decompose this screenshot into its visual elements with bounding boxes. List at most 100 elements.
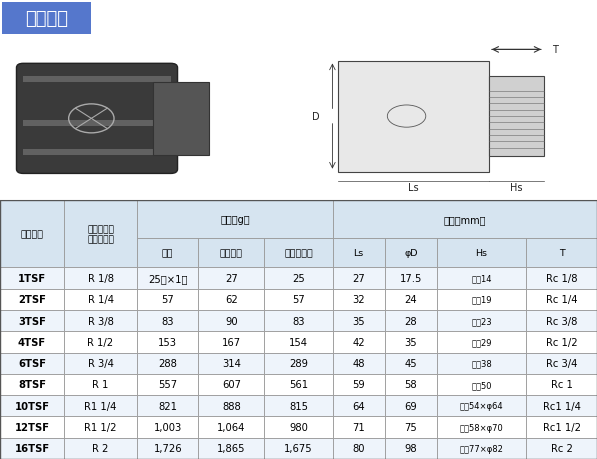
Text: 二靖58×φ70: 二靖58×φ70 xyxy=(460,423,503,431)
Text: 80: 80 xyxy=(352,443,365,453)
Text: Rc 1: Rc 1 xyxy=(550,380,573,390)
Text: R 2: R 2 xyxy=(93,443,109,453)
Bar xyxy=(333,238,385,268)
Bar xyxy=(264,374,333,395)
Bar xyxy=(137,374,198,395)
Text: 64: 64 xyxy=(352,401,365,411)
Bar xyxy=(0,438,64,459)
Text: φD: φD xyxy=(404,248,418,257)
Text: T: T xyxy=(559,248,564,257)
Bar xyxy=(333,201,597,238)
Text: TSF型 (おねじ取り付け用): TSF型 (おねじ取り付け用) xyxy=(98,10,255,28)
Bar xyxy=(385,289,437,310)
Bar xyxy=(526,331,597,353)
Bar xyxy=(137,353,198,374)
Bar xyxy=(23,77,171,83)
Bar xyxy=(333,331,385,353)
Text: R 3/4: R 3/4 xyxy=(88,358,113,369)
Bar xyxy=(437,416,526,438)
Text: 六角19: 六角19 xyxy=(471,295,492,304)
Bar xyxy=(137,438,198,459)
Bar xyxy=(333,416,385,438)
Bar xyxy=(333,310,385,331)
Bar xyxy=(137,289,198,310)
Bar xyxy=(0,374,64,395)
Text: T: T xyxy=(552,45,558,55)
Bar xyxy=(526,353,597,374)
Bar xyxy=(333,395,385,416)
Bar xyxy=(526,416,597,438)
FancyBboxPatch shape xyxy=(17,64,177,174)
Text: Rc1 1/2: Rc1 1/2 xyxy=(543,422,580,432)
Text: 815: 815 xyxy=(289,401,308,411)
Bar xyxy=(385,416,437,438)
Text: 75: 75 xyxy=(405,422,417,432)
Text: 二靖77×φ82: 二靖77×φ82 xyxy=(460,444,503,453)
Bar xyxy=(526,289,597,310)
Text: 557: 557 xyxy=(158,380,177,390)
Bar xyxy=(526,395,597,416)
Bar xyxy=(0,310,64,331)
Text: Rc 1/2: Rc 1/2 xyxy=(546,337,577,347)
Bar xyxy=(137,331,198,353)
Bar xyxy=(64,416,137,438)
Bar xyxy=(198,238,264,268)
Bar xyxy=(264,238,333,268)
Bar xyxy=(0,268,64,289)
Text: 3TSF: 3TSF xyxy=(18,316,46,326)
Bar xyxy=(385,374,437,395)
Bar xyxy=(198,374,264,395)
Text: 12TSF: 12TSF xyxy=(14,422,50,432)
Bar xyxy=(2,3,91,34)
Bar xyxy=(0,395,64,416)
Bar xyxy=(264,289,333,310)
Bar xyxy=(437,238,526,268)
Text: 71: 71 xyxy=(352,422,365,432)
Text: D: D xyxy=(312,112,320,122)
Bar xyxy=(385,310,437,331)
Bar xyxy=(437,268,526,289)
Text: 57: 57 xyxy=(292,295,305,305)
Bar xyxy=(437,353,526,374)
Bar xyxy=(0,353,64,374)
Bar xyxy=(264,395,333,416)
Bar xyxy=(526,268,597,289)
Text: 6TSF: 6TSF xyxy=(18,358,46,369)
Text: R 1: R 1 xyxy=(93,380,109,390)
Bar xyxy=(198,438,264,459)
Bar xyxy=(437,374,526,395)
Text: 83: 83 xyxy=(161,316,174,326)
Bar xyxy=(137,201,333,238)
Text: R 1/8: R 1/8 xyxy=(88,274,113,283)
Text: 90: 90 xyxy=(225,316,238,326)
Text: 28: 28 xyxy=(405,316,417,326)
Text: 六角29: 六角29 xyxy=(471,338,492,347)
Text: R 1/4: R 1/4 xyxy=(88,295,113,305)
Text: 4TSF: 4TSF xyxy=(18,337,46,347)
Bar xyxy=(264,331,333,353)
Bar xyxy=(64,331,137,353)
Text: R1 1/2: R1 1/2 xyxy=(84,422,117,432)
Bar xyxy=(0,289,64,310)
Bar xyxy=(437,289,526,310)
Bar xyxy=(198,331,264,353)
Text: 1,865: 1,865 xyxy=(217,443,245,453)
Text: Hs: Hs xyxy=(510,183,522,193)
Text: Rc1 1/4: Rc1 1/4 xyxy=(543,401,580,411)
Bar xyxy=(137,395,198,416)
Text: 607: 607 xyxy=(222,380,241,390)
Text: Ls: Ls xyxy=(408,183,418,193)
Text: 真ちゅう: 真ちゅう xyxy=(220,248,243,257)
Text: Rc 3/4: Rc 3/4 xyxy=(546,358,577,369)
Bar xyxy=(0,201,64,268)
Bar xyxy=(137,416,198,438)
Text: 27: 27 xyxy=(225,274,238,283)
Bar xyxy=(0,331,64,353)
Text: Rc 1/8: Rc 1/8 xyxy=(546,274,577,283)
Bar xyxy=(64,374,137,395)
Text: 相手側取り
付けサイズ: 相手側取り 付けサイズ xyxy=(87,224,114,244)
Bar xyxy=(198,310,264,331)
Text: 45: 45 xyxy=(405,358,417,369)
Text: 六角38: 六角38 xyxy=(471,359,492,368)
Bar xyxy=(264,416,333,438)
